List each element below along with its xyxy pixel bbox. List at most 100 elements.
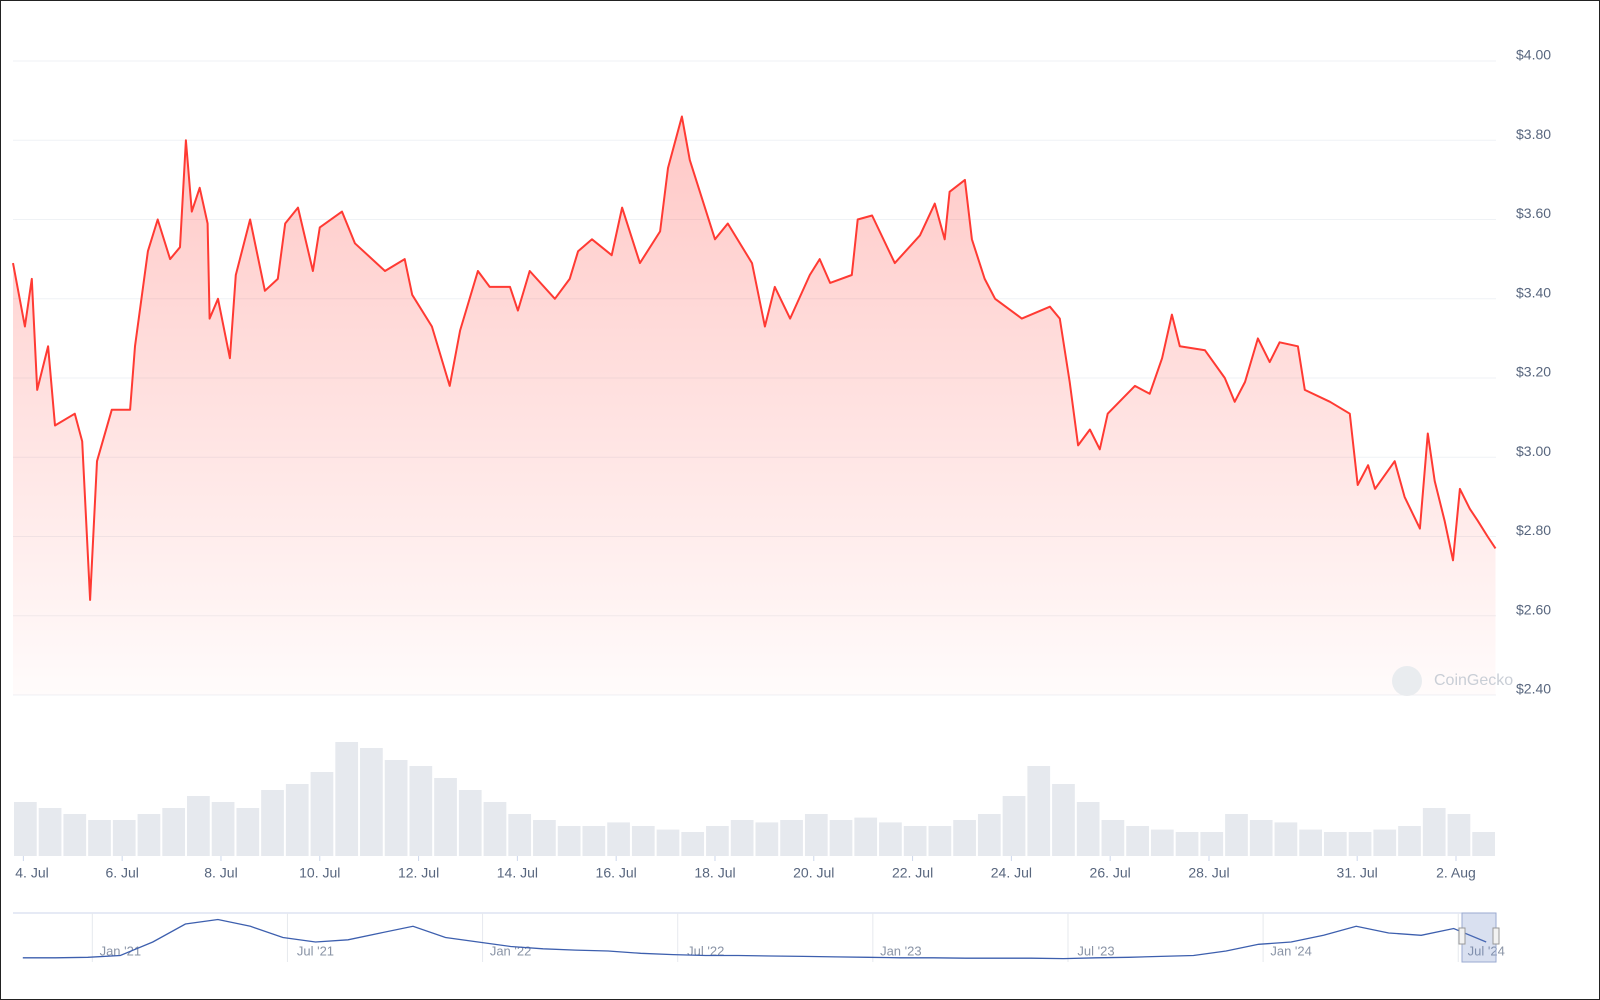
watermark: CoinGecko [1434,672,1513,689]
volume-bar [928,826,952,856]
y-tick-label: $2.60 [1516,601,1551,617]
volume-bar [533,820,556,856]
volume-bar [1175,832,1199,856]
volume-bar [582,826,606,856]
volume-bar [14,802,37,856]
volume-bar [1076,802,1100,856]
volume-bar [1002,796,1026,856]
navigator-tick-label: Jan '24 [1270,943,1312,958]
volume-bar [829,820,853,856]
y-tick-label: $2.40 [1516,681,1551,697]
volume-bar [1052,784,1075,856]
x-tick-label: 2. Aug [1436,865,1476,881]
navigator-tick-label: Jan '23 [880,943,922,958]
navigator-handle [1458,927,1466,945]
volume-bar [1150,829,1174,856]
navigator-tick-label: Jul '23 [1077,943,1114,958]
volume-bar [112,820,136,856]
volume-bar [162,808,186,856]
navigator-handle [1492,927,1500,945]
x-tick-label: 18. Jul [694,865,735,881]
volume-bar [211,802,235,856]
volume-bar [1447,814,1471,856]
x-tick-label: 31. Jul [1337,865,1378,881]
x-tick-label: 22. Jul [892,865,933,881]
volume-bar [261,790,284,856]
y-tick-label: $3.60 [1516,205,1551,221]
x-tick-label: 26. Jul [1090,865,1131,881]
x-tick-label: 24. Jul [991,865,1032,881]
y-tick-label: $3.80 [1516,126,1551,142]
price-line [12,115,1497,601]
x-tick-label: 10. Jul [299,865,340,881]
volume-bar [187,796,210,856]
volume-bar [1348,832,1372,856]
y-tick-label: $3.20 [1516,364,1551,380]
volume-bar [1422,808,1446,856]
volume-bar [458,790,482,856]
y-tick-label: $4.00 [1516,47,1551,63]
x-tick-label: 20. Jul [793,865,834,881]
navigator-tick-label: Jan '22 [490,943,532,958]
volume-bar [1126,826,1149,856]
volume-bar [879,822,902,856]
volume-bar [755,822,779,856]
volume-bar [977,814,1001,856]
navigator-selection [1461,912,1497,963]
volume-bar [1274,822,1298,856]
navigator-line [22,918,1487,960]
volume-bar [631,826,655,856]
volume-bar [903,826,927,856]
x-tick-label: 16. Jul [596,865,637,881]
volume-bar [953,820,976,856]
volume-bar [335,742,359,856]
volume-bar [384,760,408,856]
volume-bar [1225,814,1248,856]
volume-bar [285,784,309,856]
x-tick-label: 4. Jul [15,865,48,881]
volume-bar [557,826,581,856]
volume-bar [681,832,705,856]
volume-bar [730,820,754,856]
x-tick-label: 12. Jul [398,865,439,881]
volume-bar [1200,832,1224,856]
x-tick-label: 6. Jul [105,865,138,881]
volume-bar [780,820,803,856]
volume-bar [854,817,878,856]
volume-bar [1027,766,1051,856]
navigator-tick-label: Jan '21 [100,943,142,958]
x-tick-label: 14. Jul [497,865,538,881]
y-tick-label: $3.00 [1516,443,1551,459]
volume-bar [236,808,260,856]
x-tick-label: 8. Jul [204,865,237,881]
volume-bar [804,814,828,856]
volume-bar [88,820,111,856]
volume-bar [656,829,680,856]
x-tick-label: 28. Jul [1188,865,1229,881]
volume-bar [63,814,87,856]
navigator-tick-label: Jul '21 [297,943,334,958]
volume-bar [1299,829,1322,856]
volume-bar [1398,826,1421,856]
volume-bar [137,814,161,856]
price-area [13,116,1496,695]
navigator-tick-label: Jul '22 [687,943,724,958]
volume-bar [1323,832,1347,856]
volume-bar [607,822,630,856]
volume-bar [409,766,433,856]
watermark-logo [1392,666,1422,696]
volume-bar [483,802,507,856]
volume-bar [1249,820,1273,856]
volume-bar [1101,820,1125,856]
volume-bar [508,814,532,856]
volume-bar [38,808,62,856]
volume-bar [706,826,729,856]
volume-bar [1373,829,1397,856]
volume-bar [310,772,334,856]
volume-bar [1472,832,1495,856]
y-tick-label: $2.80 [1516,522,1551,538]
y-tick-label: $3.40 [1516,284,1551,300]
volume-bar [360,748,383,856]
volume-bar [434,778,457,856]
